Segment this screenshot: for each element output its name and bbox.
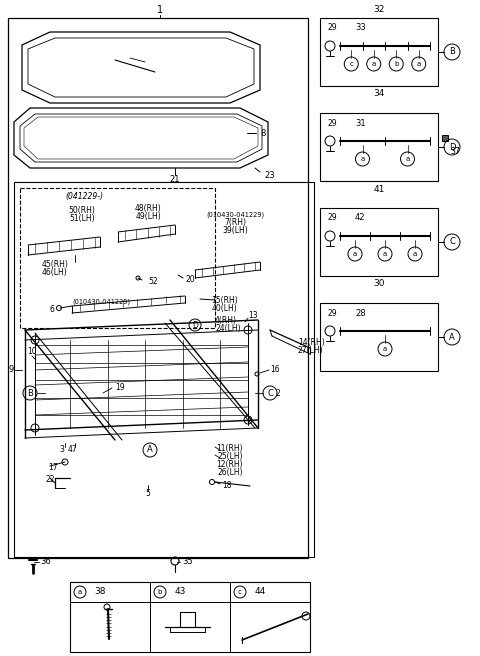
Text: 48(RH): 48(RH) — [134, 203, 161, 213]
Text: 19: 19 — [115, 384, 125, 392]
Text: a: a — [360, 156, 365, 162]
Text: 49(LH): 49(LH) — [135, 213, 161, 222]
Text: a: a — [372, 61, 376, 67]
Text: (041229-): (041229-) — [65, 192, 103, 201]
Text: a: a — [417, 61, 421, 67]
Text: 8: 8 — [260, 129, 265, 138]
Text: 23: 23 — [264, 171, 276, 180]
Text: 17: 17 — [48, 464, 58, 472]
Text: A: A — [449, 333, 455, 342]
Text: a: a — [353, 251, 357, 257]
Text: 29: 29 — [328, 308, 337, 318]
Bar — [320, 18, 438, 86]
Text: b: b — [158, 589, 162, 595]
Text: 24(LH): 24(LH) — [215, 325, 240, 333]
Text: C: C — [449, 237, 455, 247]
Text: 1: 1 — [157, 5, 163, 15]
Text: 44: 44 — [254, 588, 265, 596]
Bar — [8, 18, 308, 558]
Text: 29: 29 — [328, 213, 337, 222]
Text: 29: 29 — [328, 24, 337, 33]
Text: 31: 31 — [355, 119, 366, 127]
Text: 14(RH): 14(RH) — [298, 338, 325, 348]
Bar — [320, 208, 438, 276]
Text: b: b — [394, 61, 398, 67]
Text: 39(LH): 39(LH) — [222, 226, 248, 236]
Bar — [70, 582, 310, 652]
Text: 22: 22 — [45, 476, 55, 485]
Text: 21: 21 — [170, 174, 180, 184]
Text: 38: 38 — [94, 588, 106, 596]
Text: 9: 9 — [9, 365, 14, 375]
Text: 7(RH): 7(RH) — [224, 218, 246, 228]
Bar — [320, 303, 438, 371]
Text: 16: 16 — [270, 365, 280, 375]
Text: 46(LH): 46(LH) — [42, 268, 68, 277]
Text: 40(LH): 40(LH) — [212, 304, 238, 312]
Text: 47: 47 — [67, 445, 77, 455]
Bar — [442, 135, 448, 141]
Text: 27(LH): 27(LH) — [298, 346, 324, 356]
Text: D: D — [192, 321, 198, 329]
Text: 50(RH): 50(RH) — [69, 205, 96, 215]
Text: 34: 34 — [373, 89, 384, 98]
Text: (010430-041229): (010430-041229) — [72, 298, 130, 305]
Text: 25(LH): 25(LH) — [217, 451, 243, 461]
Text: 45(RH): 45(RH) — [42, 260, 69, 270]
Text: a: a — [413, 251, 417, 257]
Text: (010430-041229): (010430-041229) — [206, 212, 264, 218]
Text: 35: 35 — [182, 558, 192, 567]
Text: 33: 33 — [355, 24, 366, 33]
Text: 5: 5 — [145, 489, 150, 499]
Text: 30: 30 — [373, 279, 385, 289]
Bar — [20, 188, 215, 328]
Text: D: D — [449, 142, 455, 152]
Text: 4(RH): 4(RH) — [215, 316, 237, 325]
Text: 52: 52 — [148, 277, 157, 287]
Text: B: B — [27, 388, 33, 398]
Text: c: c — [349, 61, 353, 67]
Text: 43: 43 — [174, 588, 186, 596]
Bar — [320, 113, 438, 181]
Text: 26(LH): 26(LH) — [217, 468, 243, 476]
Text: 32: 32 — [373, 5, 384, 14]
Text: 37: 37 — [450, 146, 460, 155]
Text: 6: 6 — [49, 306, 54, 314]
Text: 41: 41 — [373, 184, 384, 194]
Text: 20: 20 — [185, 276, 194, 285]
Text: 51(LH): 51(LH) — [69, 215, 95, 224]
Text: 10: 10 — [27, 348, 37, 356]
Text: 13: 13 — [248, 310, 258, 319]
Text: a: a — [406, 156, 409, 162]
Text: 29: 29 — [328, 119, 337, 127]
Text: A: A — [147, 445, 153, 455]
Text: 36: 36 — [40, 558, 51, 567]
Text: 12(RH): 12(RH) — [216, 459, 243, 468]
Text: 18: 18 — [222, 482, 231, 491]
Bar — [14, 182, 314, 557]
Text: B: B — [449, 47, 455, 56]
Text: a: a — [78, 589, 82, 595]
Text: 11(RH): 11(RH) — [216, 443, 243, 453]
Text: 15(RH): 15(RH) — [212, 295, 239, 304]
Text: 3: 3 — [60, 445, 64, 455]
Text: C: C — [267, 388, 273, 398]
Text: c: c — [238, 589, 242, 595]
Text: 42: 42 — [355, 213, 365, 222]
Text: a: a — [383, 251, 387, 257]
Text: 2: 2 — [275, 388, 280, 398]
Text: a: a — [383, 346, 387, 352]
Text: 28: 28 — [355, 308, 366, 318]
